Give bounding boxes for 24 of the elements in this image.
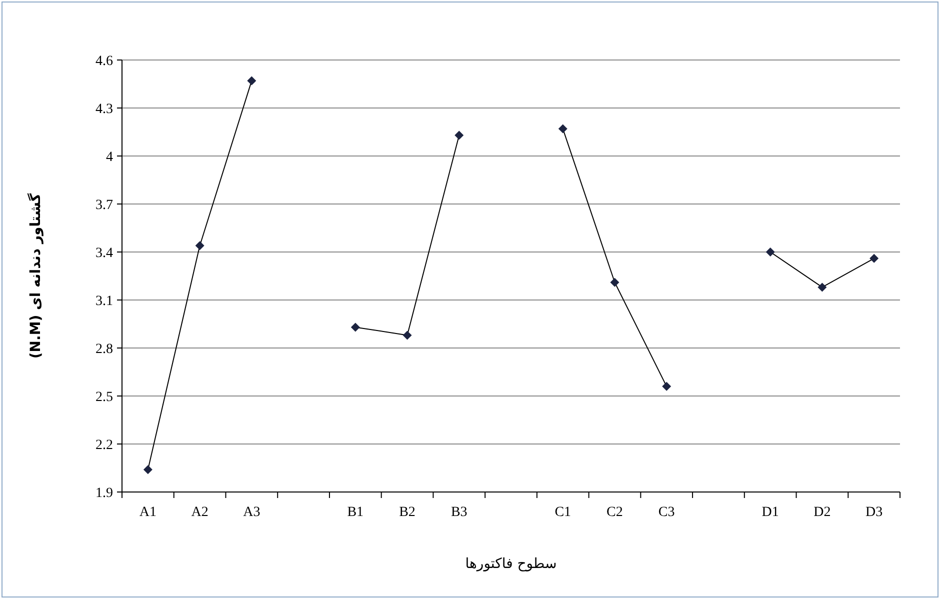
x-tick-label: A2: [191, 505, 208, 520]
x-tick-label: B1: [347, 505, 364, 520]
x-tick-label: C2: [606, 505, 623, 520]
y-tick-label: 3.4: [96, 246, 113, 261]
y-tick-label: 3.7: [96, 198, 113, 213]
y-tick-label: 2.2: [96, 438, 113, 453]
y-tick-label: 2.8: [96, 342, 113, 357]
x-axis-title: سطوح فاکتورها: [465, 556, 557, 572]
x-tick-label: B2: [399, 505, 416, 520]
y-tick-label: 4.6: [96, 54, 113, 69]
x-tick-label: A1: [139, 505, 156, 520]
y-tick-label: 4: [106, 150, 113, 165]
y-tick-label: 4.3: [96, 102, 113, 117]
x-tick-label: C3: [658, 505, 675, 520]
y-tick-label: 2.5: [96, 390, 113, 405]
y-axis-title: گشتاور دندانه ای (N.M): [27, 192, 44, 359]
x-tick-label: D3: [866, 505, 883, 520]
x-tick-label: D1: [762, 505, 779, 520]
y-tick-label: 1.9: [96, 486, 113, 501]
x-tick-label: B3: [450, 505, 468, 520]
x-tick-label: D2: [814, 505, 831, 520]
x-tick-label: A3: [243, 505, 260, 520]
y-tick-label: 3.1: [96, 294, 113, 309]
x-tick-label: C1: [554, 505, 572, 520]
